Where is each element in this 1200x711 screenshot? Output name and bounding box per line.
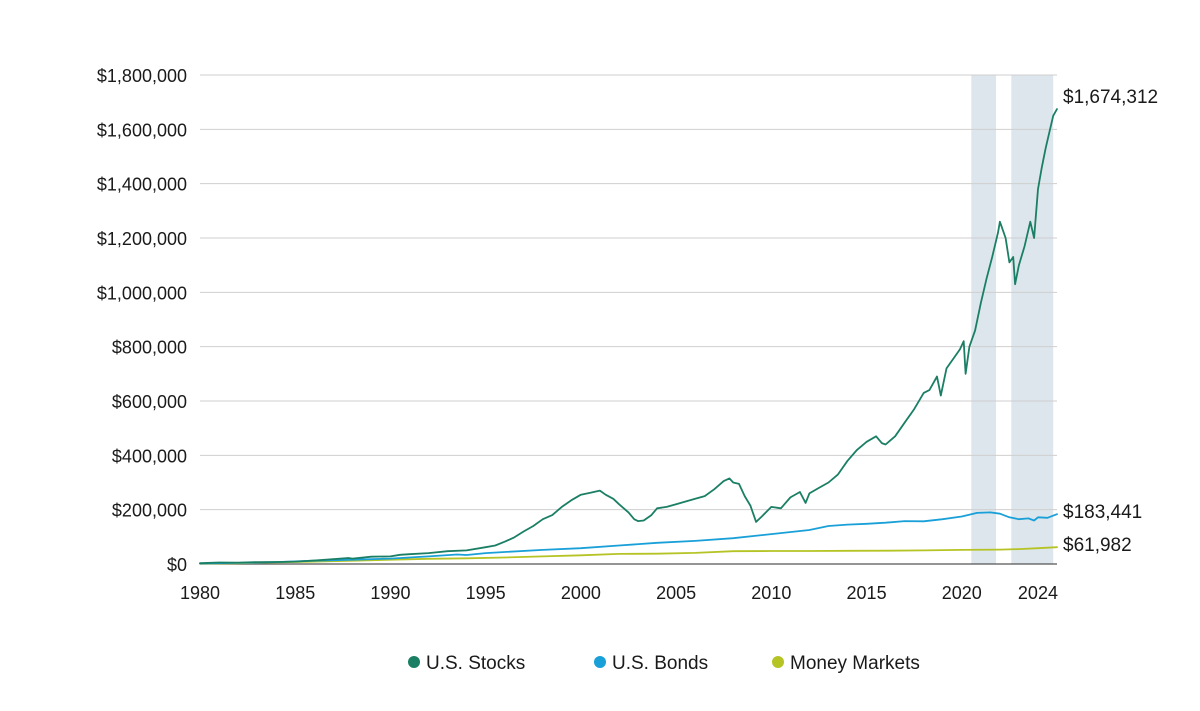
y-tick-label: $200,000 bbox=[112, 501, 187, 521]
y-tick-label: $600,000 bbox=[112, 392, 187, 412]
x-axis: 1980 1985 1990 1995 2000 2005 2010 2015 2020 2024 bbox=[180, 583, 1058, 603]
legend-item: Money Markets bbox=[772, 653, 920, 674]
legend-label: U.S. Bonds bbox=[612, 653, 708, 674]
x-tick-label: 2024 bbox=[1018, 583, 1058, 603]
series-line-money-markets bbox=[199, 546, 1058, 565]
end-value-label: $61,982 bbox=[1063, 535, 1132, 556]
legend: U.S. Stocks U.S. Bonds Money Markets bbox=[408, 653, 920, 674]
end-value-label: $1,674,312 bbox=[1063, 87, 1158, 108]
x-tick-label: 1980 bbox=[180, 583, 220, 603]
legend-item: U.S. Stocks bbox=[408, 653, 525, 674]
x-tick-label: 2005 bbox=[656, 583, 696, 603]
x-tick-label: 2020 bbox=[942, 583, 982, 603]
x-tick-label: 2000 bbox=[561, 583, 601, 603]
y-tick-label: $1,000,000 bbox=[97, 283, 187, 303]
legend-item: U.S. Bonds bbox=[594, 653, 708, 674]
x-tick-label: 2010 bbox=[751, 583, 791, 603]
legend-marker bbox=[594, 656, 606, 668]
series-lines bbox=[199, 108, 1058, 565]
gridlines bbox=[200, 74, 1057, 565]
legend-label: U.S. Stocks bbox=[426, 653, 525, 674]
series-line-u-s-stocks bbox=[199, 108, 1058, 565]
legend-marker bbox=[772, 656, 784, 668]
x-tick-label: 1990 bbox=[370, 583, 410, 603]
y-tick-label: $1,400,000 bbox=[97, 175, 187, 195]
y-tick-label: $800,000 bbox=[112, 338, 187, 358]
shaded-period-2 bbox=[1011, 75, 1054, 564]
y-tick-label: $400,000 bbox=[112, 446, 187, 466]
y-tick-label: $0 bbox=[167, 555, 187, 575]
shaded-periods bbox=[971, 75, 1054, 564]
end-labels: $1,674,312 $183,441 $61,982 bbox=[1063, 87, 1158, 556]
y-tick-label: $1,200,000 bbox=[97, 229, 187, 249]
x-tick-label: 1985 bbox=[275, 583, 315, 603]
y-axis: $0 $200,000 $400,000 $600,000 $800,000 $1,000… bbox=[97, 66, 187, 575]
y-tick-label: $1,800,000 bbox=[97, 66, 187, 86]
end-value-label: $183,441 bbox=[1063, 502, 1142, 523]
y-tick-label: $1,600,000 bbox=[97, 120, 187, 140]
shaded-period-1 bbox=[971, 75, 997, 564]
x-tick-label: 2015 bbox=[847, 583, 887, 603]
x-tick-label: 1995 bbox=[466, 583, 506, 603]
legend-marker bbox=[408, 656, 420, 668]
legend-label: Money Markets bbox=[790, 653, 920, 674]
series-line-u-s-bonds bbox=[199, 511, 1058, 565]
